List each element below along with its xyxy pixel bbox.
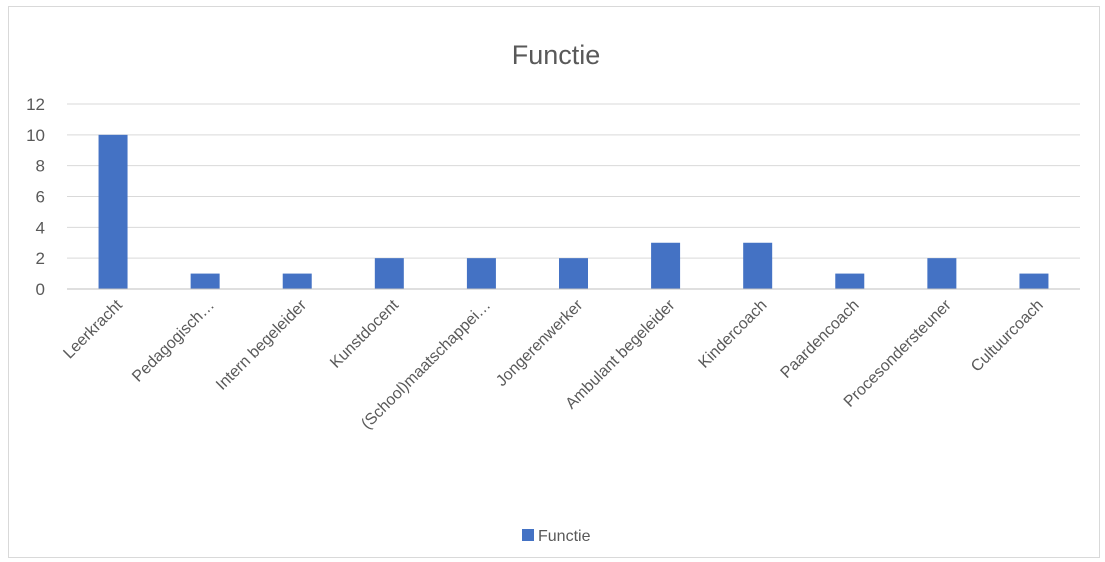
bar <box>651 242 681 289</box>
x-category-label: Paardencoach <box>778 297 863 382</box>
bar-series <box>98 134 1049 289</box>
y-tick-label: 2 <box>36 249 45 268</box>
bar <box>282 273 312 289</box>
bar <box>466 258 496 289</box>
y-tick-label: 8 <box>36 157 45 176</box>
bar <box>743 242 773 289</box>
bar <box>1019 273 1049 289</box>
y-tick-label: 0 <box>36 280 45 299</box>
gridlines <box>67 103 1080 259</box>
bar <box>374 258 404 289</box>
chart-title: Functie <box>512 40 601 70</box>
chart-frame <box>8 6 1100 558</box>
x-category-label: Intern begeleider <box>213 296 310 393</box>
legend-swatch <box>522 529 534 541</box>
x-category-label: Kunstdocent <box>327 296 402 371</box>
y-tick-label: 12 <box>26 95 45 114</box>
x-category-label: Cultuurcoach <box>968 297 1047 376</box>
x-category-label: Pedagogisch… <box>129 297 218 386</box>
x-category-label: Leerkracht <box>60 296 126 362</box>
y-tick-label: 6 <box>36 188 45 207</box>
bar <box>190 273 220 289</box>
bar <box>98 134 128 289</box>
legend-label: Functie <box>538 528 591 545</box>
legend: Functie <box>522 528 591 545</box>
x-category-label: Kindercoach <box>696 297 771 372</box>
x-category-label: Jongerenwerker <box>493 296 587 390</box>
y-axis-ticks: 0 2 4 6 8 10 12 <box>26 95 45 299</box>
bar <box>835 273 865 289</box>
x-category-label: Procesondersteuner <box>841 296 955 410</box>
bar <box>927 258 957 289</box>
x-axis-categories: Leerkracht Pedagogisch…Intern begeleider K… <box>60 296 1046 432</box>
bar <box>559 258 588 289</box>
y-tick-label: 4 <box>36 218 45 237</box>
y-tick-label: 10 <box>26 126 45 145</box>
